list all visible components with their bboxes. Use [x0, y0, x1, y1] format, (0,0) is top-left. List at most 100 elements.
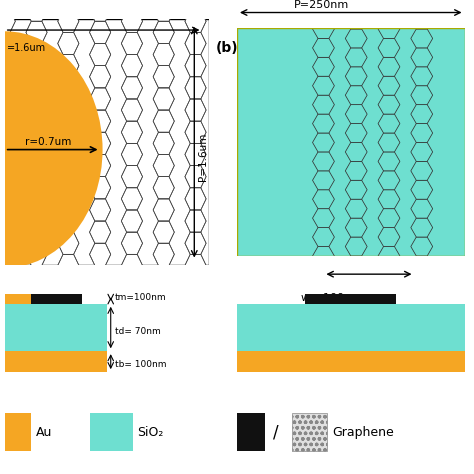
Bar [5, 294, 31, 304]
Polygon shape [411, 48, 433, 67]
Polygon shape [90, 88, 111, 110]
Polygon shape [121, 10, 143, 32]
Polygon shape [312, 95, 334, 114]
Bar [5, 294, 82, 304]
Polygon shape [0, 99, 15, 121]
Polygon shape [58, 255, 79, 276]
Bar [5, 304, 107, 351]
Polygon shape [378, 228, 400, 246]
Polygon shape [0, 32, 15, 55]
Polygon shape [58, 99, 79, 121]
Polygon shape [26, 44, 47, 65]
Polygon shape [411, 218, 433, 237]
Polygon shape [378, 76, 400, 95]
Polygon shape [153, 199, 174, 221]
Polygon shape [58, 232, 79, 255]
Polygon shape [90, 221, 111, 243]
Polygon shape [345, 48, 367, 67]
Polygon shape [121, 99, 143, 121]
Polygon shape [153, 21, 174, 44]
Bar [237, 304, 465, 351]
Polygon shape [312, 228, 334, 246]
Polygon shape [312, 190, 334, 209]
Text: tm=100nm: tm=100nm [115, 293, 166, 302]
Polygon shape [345, 105, 367, 124]
Polygon shape [378, 114, 400, 133]
Polygon shape [26, 110, 47, 132]
Polygon shape [345, 256, 367, 275]
Polygon shape [121, 210, 143, 232]
Polygon shape [26, 88, 47, 110]
Polygon shape [153, 65, 174, 88]
Polygon shape [26, 155, 47, 177]
Polygon shape [121, 255, 143, 276]
Text: r=0.7um: r=0.7um [25, 137, 72, 146]
Polygon shape [411, 86, 433, 105]
Polygon shape [345, 161, 367, 180]
Polygon shape [26, 21, 47, 44]
Polygon shape [378, 38, 400, 57]
Polygon shape [312, 114, 334, 133]
Text: P=1.6um: P=1.6um [198, 133, 209, 181]
Polygon shape [378, 171, 400, 190]
Text: (b): (b) [216, 41, 238, 55]
Polygon shape [185, 99, 206, 121]
Polygon shape [312, 246, 334, 265]
Polygon shape [58, 10, 79, 32]
Polygon shape [378, 95, 400, 114]
Polygon shape [121, 32, 143, 55]
Text: /: / [273, 423, 278, 441]
Polygon shape [90, 265, 111, 288]
Polygon shape [185, 77, 206, 99]
Polygon shape [153, 221, 174, 243]
Bar [305, 294, 396, 304]
Polygon shape [0, 121, 15, 143]
Polygon shape [90, 65, 111, 88]
Polygon shape [378, 57, 400, 76]
Polygon shape [312, 133, 334, 152]
Polygon shape [58, 32, 79, 55]
Polygon shape [312, 19, 334, 38]
Polygon shape [185, 10, 206, 32]
Polygon shape [90, 44, 111, 65]
Polygon shape [0, 77, 15, 99]
Polygon shape [411, 237, 433, 256]
Polygon shape [26, 265, 47, 288]
Bar [292, 413, 327, 451]
Polygon shape [345, 218, 367, 237]
Polygon shape [0, 232, 15, 255]
Polygon shape [378, 209, 400, 228]
Polygon shape [411, 161, 433, 180]
Polygon shape [90, 177, 111, 199]
Text: Graphene: Graphene [332, 426, 393, 439]
Polygon shape [411, 180, 433, 199]
Polygon shape [90, 21, 111, 44]
Text: td= 70nm: td= 70nm [115, 327, 161, 336]
Polygon shape [378, 133, 400, 152]
Polygon shape [121, 188, 143, 210]
Text: tb= 100nm: tb= 100nm [115, 360, 166, 369]
Polygon shape [90, 199, 111, 221]
Polygon shape [121, 55, 143, 77]
Polygon shape [26, 132, 47, 155]
Polygon shape [312, 209, 334, 228]
Polygon shape [153, 0, 174, 21]
Polygon shape [185, 143, 206, 165]
Polygon shape [411, 199, 433, 218]
Polygon shape [153, 155, 174, 177]
Polygon shape [58, 121, 79, 143]
Text: Au: Au [36, 426, 52, 439]
Text: w= 100nm: w= 100nm [301, 293, 362, 303]
Polygon shape [345, 199, 367, 218]
Polygon shape [153, 44, 174, 65]
Bar [90, 413, 133, 451]
Polygon shape [411, 256, 433, 275]
Polygon shape [153, 243, 174, 265]
Polygon shape [312, 57, 334, 76]
Polygon shape [411, 67, 433, 86]
Polygon shape [58, 77, 79, 99]
Polygon shape [90, 243, 111, 265]
Polygon shape [345, 180, 367, 199]
Polygon shape [58, 143, 79, 165]
Polygon shape [411, 10, 433, 29]
